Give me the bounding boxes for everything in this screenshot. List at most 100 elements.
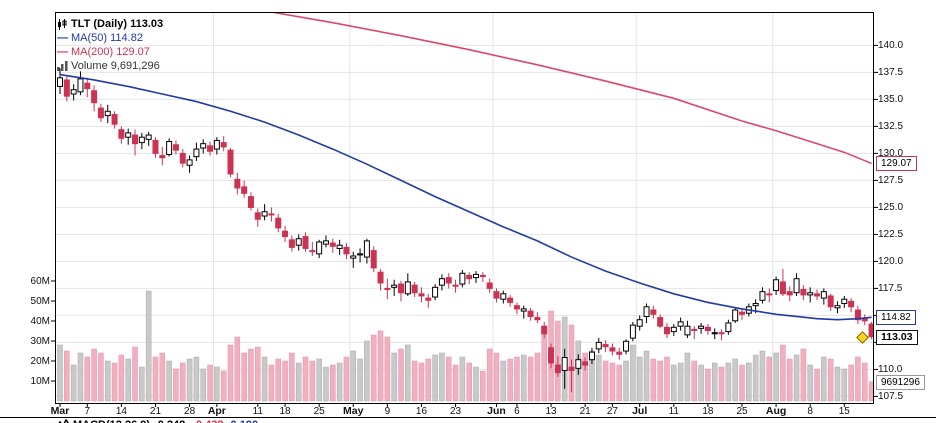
candle-body bbox=[670, 326, 677, 333]
candle-body bbox=[677, 321, 684, 327]
candle-body bbox=[711, 332, 718, 335]
candle-body bbox=[820, 291, 827, 299]
candle-body bbox=[91, 90, 98, 104]
volume-bar bbox=[104, 360, 111, 402]
volume-bar bbox=[302, 356, 309, 402]
volume-bar bbox=[323, 366, 329, 402]
candle-body bbox=[329, 242, 336, 247]
candle-body bbox=[84, 82, 91, 90]
volume-bar bbox=[139, 366, 145, 402]
volume-bar bbox=[862, 362, 868, 402]
x-axis-label: 27 bbox=[606, 406, 618, 417]
x-axis-label: 25 bbox=[736, 406, 748, 417]
candle-body bbox=[247, 196, 254, 208]
volume-bar bbox=[623, 360, 629, 402]
volume-bar bbox=[145, 290, 152, 402]
macd-value: -0.248, bbox=[154, 419, 188, 423]
candle-body bbox=[459, 272, 466, 285]
candle-body bbox=[841, 298, 848, 305]
volume-bar bbox=[70, 364, 77, 402]
volume-bar bbox=[364, 340, 370, 402]
volume-bar bbox=[684, 352, 691, 402]
candle-body bbox=[739, 311, 745, 315]
candle-body bbox=[848, 300, 855, 308]
candle-body bbox=[650, 309, 657, 315]
volume-bar bbox=[439, 352, 445, 402]
legend-ma200-row: — MA(200) 129.07 bbox=[57, 45, 163, 59]
volume-bar bbox=[786, 358, 793, 402]
volume-bar bbox=[57, 344, 63, 402]
volume-bar bbox=[309, 360, 316, 402]
volume-axis-label: 10M bbox=[30, 376, 50, 387]
candle-body bbox=[766, 293, 773, 296]
volume-bar bbox=[173, 368, 179, 402]
volume-bar bbox=[91, 348, 97, 402]
x-axis-label: Mar bbox=[50, 405, 70, 417]
candle-body bbox=[227, 149, 234, 175]
candle-body bbox=[322, 240, 329, 245]
volume-bar bbox=[391, 352, 397, 402]
candle-body bbox=[623, 340, 630, 352]
candle-body bbox=[418, 293, 425, 297]
candle-body bbox=[466, 274, 473, 280]
candle-body bbox=[166, 141, 173, 155]
x-axis-label: 23 bbox=[449, 406, 462, 417]
candle-body bbox=[104, 110, 111, 117]
price-axis-label: 130.0 bbox=[878, 148, 904, 160]
axis-value-tag: 129.07 bbox=[876, 156, 917, 172]
volume-bar bbox=[384, 336, 391, 402]
volume-bar bbox=[630, 344, 636, 402]
volume-bar bbox=[316, 358, 322, 402]
macd-line-icon bbox=[58, 419, 69, 423]
candle-body bbox=[684, 325, 691, 336]
volume-bar bbox=[480, 370, 486, 402]
volume-bar bbox=[793, 354, 800, 402]
candle-body bbox=[111, 114, 118, 125]
volume-bar bbox=[186, 358, 193, 402]
candle-body bbox=[636, 319, 643, 327]
volume-bar bbox=[500, 360, 507, 402]
ma200-label: MA(200) 129.07 bbox=[71, 46, 150, 58]
volume-bar bbox=[152, 356, 159, 402]
volume-bar bbox=[671, 364, 677, 402]
candle-body bbox=[432, 286, 439, 298]
candle-body bbox=[118, 129, 125, 139]
candle-body bbox=[97, 107, 104, 119]
volume-bar bbox=[425, 358, 432, 402]
x-axis-label: 15 bbox=[838, 406, 850, 417]
volume-bar bbox=[166, 360, 172, 402]
volume-bar bbox=[718, 366, 725, 402]
price-axis-label: 122.5 bbox=[878, 229, 904, 241]
volume-bar bbox=[132, 346, 138, 402]
candle-body bbox=[595, 341, 602, 350]
volume-bar bbox=[200, 368, 206, 402]
macd-hist-value: 0.190 bbox=[231, 419, 259, 423]
panel-divider bbox=[0, 417, 936, 418]
volume-bar bbox=[527, 356, 534, 402]
chart-legend: TLT (Daily) 113.03 — MA(50) 114.82 — MA(… bbox=[57, 17, 163, 73]
volume-bar bbox=[766, 356, 773, 402]
x-axis-label: 14 bbox=[115, 406, 127, 417]
candle-body bbox=[548, 347, 555, 364]
candle-body bbox=[718, 332, 725, 335]
volume-bar bbox=[473, 366, 479, 402]
volume-bar bbox=[98, 352, 104, 402]
price-axis-label: 107.5 bbox=[878, 391, 904, 403]
candle-body bbox=[275, 217, 282, 229]
volume-axis-label: 60M bbox=[30, 276, 50, 287]
candle-body bbox=[800, 288, 807, 296]
candle-body bbox=[145, 134, 152, 140]
volume-bar bbox=[657, 360, 663, 402]
candle-body bbox=[616, 351, 623, 355]
candle-body bbox=[425, 297, 432, 301]
candle-body bbox=[479, 274, 486, 278]
ma50-line-swatch: — bbox=[57, 32, 68, 44]
volume-bar bbox=[664, 356, 670, 402]
volume-bar bbox=[746, 362, 752, 402]
candle-body bbox=[602, 344, 609, 348]
volume-bar bbox=[514, 356, 520, 402]
candle-body bbox=[704, 326, 711, 332]
volume-bar bbox=[507, 358, 513, 402]
volume-bar bbox=[643, 350, 650, 402]
candle-body bbox=[575, 359, 582, 369]
